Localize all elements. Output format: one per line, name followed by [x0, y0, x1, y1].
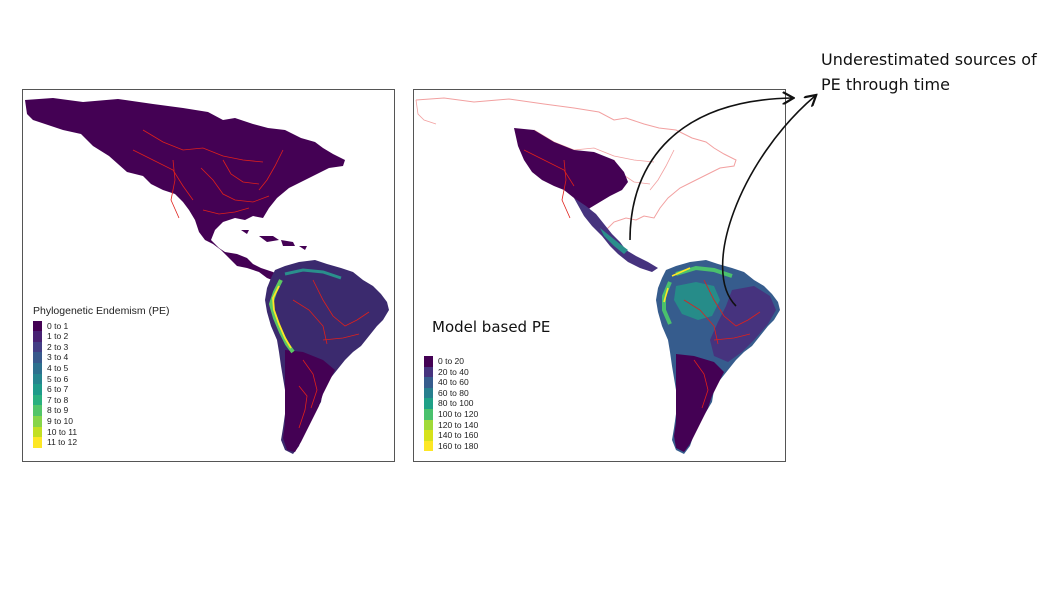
legend-swatch: [33, 394, 42, 406]
legend-label: 11 to 12: [47, 437, 78, 448]
legend-item: 3 to 4: [33, 352, 170, 363]
legend-label: 120 to 140: [438, 419, 479, 430]
model-north-america-region: [514, 128, 628, 214]
legend-title: Phylogenetic Endemism (PE): [33, 305, 170, 317]
legend-label: 1 to 2: [47, 331, 69, 342]
legend-item: 120 to 140: [424, 419, 479, 431]
legend-swatch: [33, 405, 42, 416]
legend-label: 2 to 3: [47, 341, 69, 352]
legend-swatch: [424, 356, 433, 367]
legend-swatch: [33, 331, 42, 342]
ecoregion-boundaries: [132, 129, 370, 429]
legend-item: 0 to 1: [33, 320, 170, 332]
outline-boundaries: [415, 99, 675, 191]
legend-swatch: [424, 419, 433, 431]
legend-label: 3 to 4: [47, 352, 69, 363]
legend-item: 160 to 180: [424, 440, 479, 452]
legend-item: 20 to 40: [424, 366, 478, 378]
southern-cone-region: [283, 350, 335, 452]
legend-item: 100 to 120: [424, 408, 479, 420]
andes-peak-pe: [272, 285, 292, 349]
legend-label: 100 to 120: [438, 408, 479, 419]
model-pe-map: [415, 97, 780, 454]
legend-label: 140 to 160: [438, 430, 479, 441]
legend-label: 9 to 10: [47, 415, 73, 426]
model-ecoregion-boundaries: [523, 149, 761, 409]
pe-map: [25, 98, 389, 454]
legend-label: 80 to 100: [438, 398, 474, 409]
legend-item: 60 to 80: [424, 387, 478, 399]
legend-swatch: [33, 426, 42, 438]
legend-swatch: [33, 373, 42, 385]
annotation-line-1: Underestimated sources of: [821, 50, 1037, 69]
legend-swatch: [33, 341, 42, 353]
legend-label: 10 to 11: [47, 426, 78, 437]
legend-label: 40 to 60: [438, 377, 469, 388]
legend-swatch: [424, 366, 433, 378]
model-title: Model based PE: [432, 318, 551, 336]
legend-item: 2 to 3: [33, 341, 170, 353]
legend-label: 6 to 7: [47, 384, 69, 395]
legend-label: 5 to 6: [47, 373, 69, 384]
legend-item: 1 to 2: [33, 331, 170, 342]
annotation-line-2: PE through time: [821, 75, 950, 94]
legend-item: 40 to 60: [424, 377, 478, 388]
legend-rows: 0 to 20 20 to 40 40 to 60 60 to 80 80 to 100…: [424, 356, 479, 452]
legend-swatch: [424, 440, 433, 452]
legend-swatch: [33, 437, 42, 448]
legend-item: 5 to 6: [33, 373, 170, 385]
legend-label: 4 to 5: [47, 362, 69, 373]
legend-label: 20 to 40: [438, 366, 469, 377]
model-east-brazil: [710, 286, 776, 362]
model-amazon-teal: [674, 282, 720, 320]
north-america-outline: [415, 97, 737, 231]
legend-item: 4 to 5: [33, 362, 170, 374]
north-america-region: [25, 98, 345, 282]
arrow-from-mexico: [629, 98, 792, 241]
legend-swatch: [424, 377, 433, 388]
legend-label: 0 to 1: [47, 320, 69, 331]
legend-swatch: [424, 387, 433, 399]
legend-swatch: [33, 415, 42, 427]
legend-label: 60 to 80: [438, 387, 469, 398]
legend-item: 6 to 7: [33, 384, 170, 395]
legend-item: 140 to 160: [424, 430, 478, 441]
legend-item: 9 to 10: [33, 415, 170, 427]
legend-label: 160 to 180: [438, 440, 479, 451]
legend-item: 80 to 100: [424, 398, 478, 409]
amazon-teal-band: [284, 268, 342, 280]
caribbean-islands: [241, 230, 307, 250]
legend-item: 7 to 8: [33, 394, 170, 406]
legend-item: 8 to 9: [33, 405, 170, 416]
model-andes-peak: [663, 267, 691, 303]
model-southern-cone: [674, 354, 724, 452]
annotation-text: Underestimated sources of PE through tim…: [821, 47, 1037, 97]
arrow-from-amazon: [721, 96, 815, 307]
legend-item: 10 to 11: [33, 426, 170, 438]
legend-item: 0 to 20: [424, 356, 478, 367]
mexico-teal: [600, 228, 628, 254]
legend-swatch: [424, 408, 433, 420]
model-pe-legend: 0 to 20 20 to 40 40 to 60 60 to 80 80 to 100…: [424, 356, 479, 452]
legend-swatch: [33, 384, 42, 395]
legend-swatch: [33, 362, 42, 374]
model-pe-map-panel: Model based PE 0 to 20 20 to 40 40 to 60 60…: [413, 89, 786, 462]
legend-item: 11 to 12: [33, 437, 170, 448]
legend-label: 8 to 9: [47, 405, 69, 416]
legend-swatch: [33, 352, 42, 363]
legend-swatch: [424, 398, 433, 409]
legend-label: 0 to 20: [438, 356, 464, 366]
legend-swatch: [33, 320, 42, 332]
model-mexico-region: [574, 198, 658, 272]
legend-label: 7 to 8: [47, 394, 69, 405]
legend-swatch: [424, 430, 433, 441]
